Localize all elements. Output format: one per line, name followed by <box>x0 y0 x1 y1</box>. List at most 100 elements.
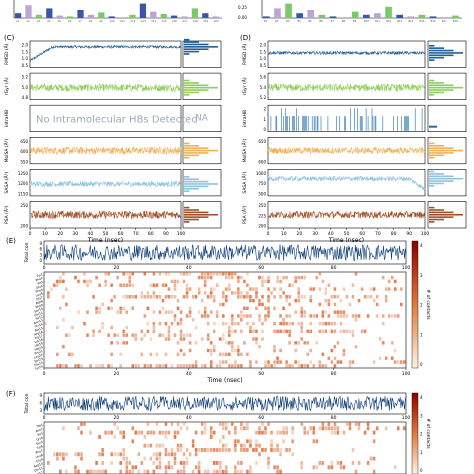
heatmap-cell <box>309 321 313 326</box>
histogram-bar <box>184 48 209 51</box>
heatmap-cell <box>282 430 285 435</box>
heatmap-cell <box>164 295 168 299</box>
heatmap-cell <box>200 430 204 435</box>
heatmap-cell <box>194 360 198 364</box>
top-left-tick-label: A1 <box>16 19 20 23</box>
heatmap-cell <box>62 452 65 457</box>
heatmap-cell <box>255 443 258 448</box>
heatmap-cell <box>188 314 192 318</box>
ytick-label: 3 <box>39 408 42 413</box>
heatmap-cell <box>294 310 297 314</box>
heatmap-cell <box>264 306 267 311</box>
heatmap-cell <box>330 329 334 334</box>
histogram-frame <box>427 169 467 197</box>
xtick-label: 60 <box>258 371 264 377</box>
heatmap-cell <box>231 321 234 326</box>
heatmap-cell <box>155 456 159 461</box>
heatmap-cell <box>95 461 98 465</box>
top-right-ytick: 0.25 <box>238 5 247 10</box>
heatmap-cell <box>185 364 189 368</box>
ytick-label: 2.0 <box>260 43 267 48</box>
top-left-tick-label: A18 <box>193 19 198 23</box>
series-trace <box>267 146 426 155</box>
heatmap-cell <box>240 318 243 322</box>
ytick-label: 1 <box>263 117 266 122</box>
heatmap-cell <box>324 321 328 326</box>
heatmap-cell <box>221 333 225 337</box>
heatmap-cell <box>59 275 62 280</box>
heatmap-cell <box>258 298 261 303</box>
heatmap-cell <box>276 469 279 474</box>
heatmap-cell <box>234 321 237 326</box>
heatmap-cell <box>167 452 171 457</box>
heatmap-cell <box>336 295 340 299</box>
heatmap-cell <box>333 302 337 307</box>
plot-frame <box>267 40 426 68</box>
heatmap-cell <box>366 295 370 299</box>
total-contacts-ylabel: Total con <box>24 242 30 263</box>
histogram-frame <box>427 137 467 165</box>
heatmap-cell <box>375 302 379 307</box>
residue-label: Gly7 <box>36 295 44 301</box>
xaxis-label: Time (nsec) <box>87 237 123 244</box>
heatmap-cell <box>354 469 358 474</box>
heatmap-cell <box>345 329 349 334</box>
heatmap-cell <box>65 333 68 337</box>
xtick-label: 40 <box>186 415 192 421</box>
top-right-bar <box>407 16 415 18</box>
heatmap-cell <box>321 422 325 426</box>
top-right-tick-label: B9 <box>353 19 357 23</box>
heatmap-cell <box>291 364 294 368</box>
xtick-label: 80 <box>331 371 337 377</box>
histogram-frame <box>427 40 467 68</box>
heatmap-cell <box>333 287 337 291</box>
heatmap-cell <box>167 333 171 337</box>
xtick-label: 40 <box>328 231 334 237</box>
heatmap-cell <box>348 302 352 307</box>
heatmap-cell <box>89 364 92 368</box>
ytick-label: 1000 <box>256 171 267 176</box>
top-right-tick-label: B3 <box>286 19 290 23</box>
heatmap-cell <box>342 430 346 435</box>
heatmap-cell <box>125 283 129 287</box>
heatmap-cell <box>170 465 174 470</box>
heatmap-cell <box>206 337 210 341</box>
heatmap-cell <box>53 283 56 287</box>
heatmap-cell <box>327 283 331 287</box>
heatmap-cell <box>276 448 279 452</box>
heatmap-cell <box>309 329 313 334</box>
heatmap-cell <box>152 272 156 276</box>
heatmap-cell <box>333 310 337 314</box>
heatmap-cell <box>101 461 104 465</box>
heatmap-cell <box>128 295 132 299</box>
histogram-frame <box>182 104 222 132</box>
heatmap-cell <box>200 275 204 280</box>
series-ylabel: MolSA (Å²) <box>241 138 248 162</box>
heatmap-cell <box>255 329 258 334</box>
heatmap-cell <box>267 456 270 461</box>
top-right-bar <box>318 14 326 18</box>
top-left-tick-label: A13 <box>141 19 146 23</box>
heatmap-cell <box>65 469 68 474</box>
xtick-label: 80 <box>331 265 337 271</box>
heatmap-cell <box>237 295 240 299</box>
heatmap-cell <box>62 272 65 276</box>
heatmap-cell <box>225 469 228 474</box>
heatmap-cell <box>182 279 186 284</box>
heatmap-cell <box>89 279 92 284</box>
heatmap-cell <box>107 430 110 435</box>
heatmap-cell <box>252 337 255 341</box>
heatmap-cell <box>176 430 180 435</box>
heatmap-cell <box>246 422 249 426</box>
histogram-bar <box>429 125 437 128</box>
ytick-label: 9 <box>39 241 42 246</box>
top-right-bar <box>418 14 426 18</box>
heatmap-cell <box>333 422 337 426</box>
heatmap-cell <box>228 325 231 330</box>
heatmap-cell <box>110 283 113 287</box>
colorbar-tick-label: 1 <box>420 450 423 455</box>
heatmap-cell <box>297 295 300 299</box>
residue-label: Tyr1 <box>35 272 43 278</box>
heatmap-cell <box>140 461 144 465</box>
heatmap-cell <box>176 448 180 452</box>
